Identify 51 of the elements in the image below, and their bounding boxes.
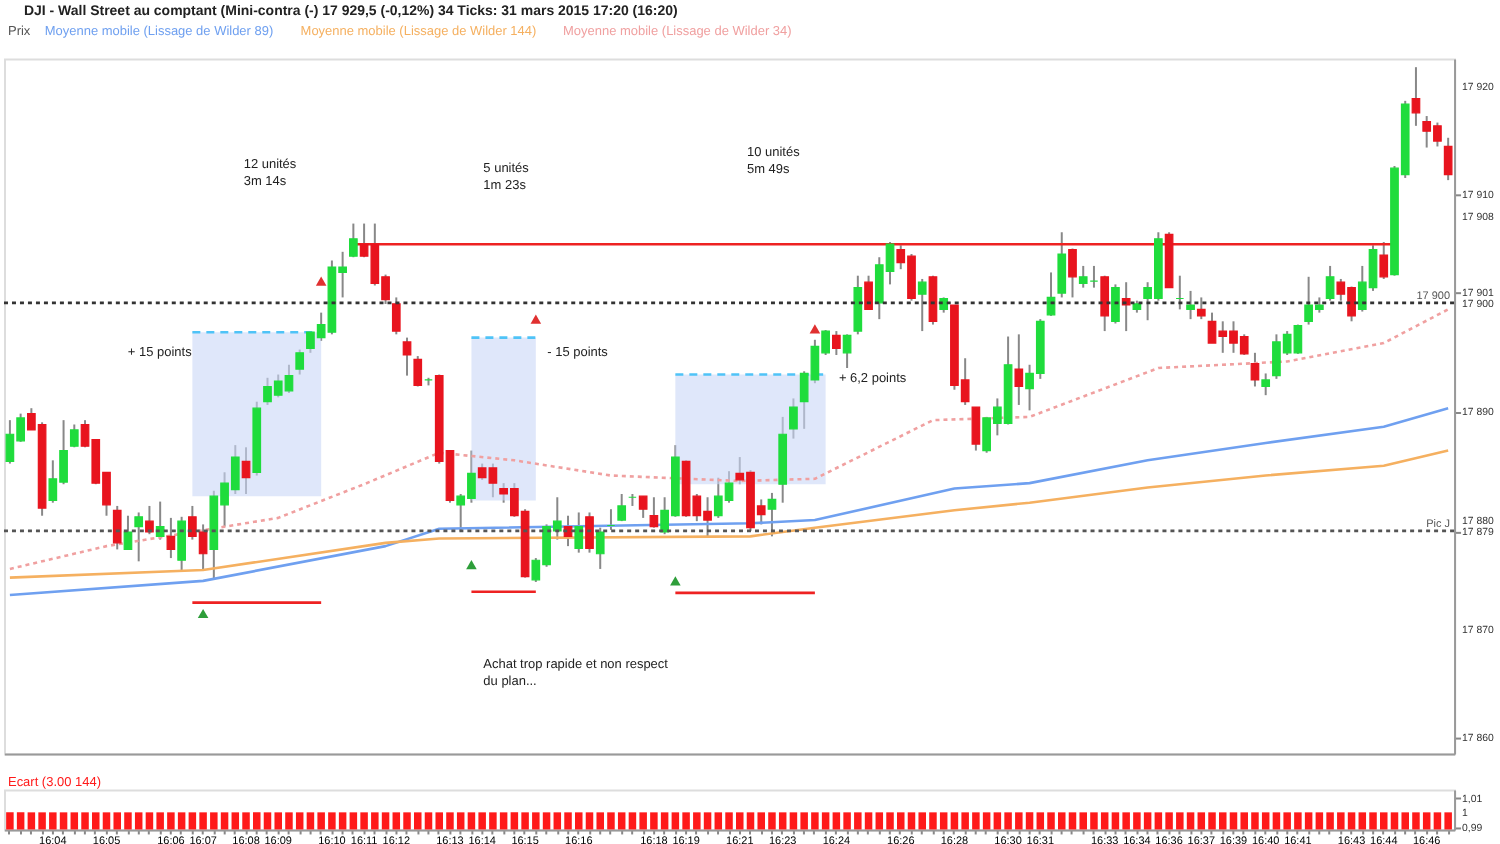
candlestick (928, 274, 938, 326)
candlestick (842, 333, 852, 370)
line-series (8, 406, 1450, 597)
candlestick (971, 406, 981, 452)
point (670, 576, 681, 586)
candlestick (1261, 372, 1271, 397)
candlestick (638, 495, 648, 519)
candlestick (1014, 333, 1024, 406)
candlestick (789, 397, 798, 440)
candlestick (853, 274, 863, 336)
candlestick (349, 222, 358, 259)
candlestick (1443, 136, 1453, 182)
candlestick (1057, 231, 1067, 299)
candlestick (241, 446, 251, 495)
candlestick (1196, 296, 1206, 321)
candlestick (413, 355, 423, 388)
candlestick (1111, 283, 1120, 325)
candlestick (917, 277, 927, 333)
point (466, 560, 477, 570)
candlestick (832, 330, 841, 356)
candlestick (1121, 281, 1131, 333)
candlestick (402, 336, 412, 377)
point (530, 314, 542, 324)
candlestick (123, 514, 133, 551)
candlestick (155, 500, 165, 541)
candlestick (145, 504, 154, 536)
point (197, 608, 209, 619)
candlestick (1379, 241, 1389, 280)
candlestick (1068, 247, 1077, 299)
candlestick (1411, 66, 1421, 127)
candlestick (177, 515, 186, 572)
candlestick (295, 348, 305, 376)
candlestick (391, 296, 401, 336)
point (809, 324, 821, 334)
candlestick (134, 511, 144, 563)
candlestick (574, 511, 584, 554)
candlestick (595, 526, 605, 570)
candlestick (1100, 274, 1110, 333)
candlestick (1186, 289, 1195, 321)
candlestick (649, 496, 659, 529)
line-series (8, 449, 1450, 579)
candlestick (617, 493, 627, 523)
candlestick (166, 516, 176, 560)
candlestick (1250, 351, 1260, 388)
candlestick (1325, 264, 1335, 302)
candlestick (767, 491, 777, 538)
candlestick (585, 511, 594, 554)
point (315, 276, 327, 286)
candlestick (112, 504, 122, 551)
candlestick (864, 274, 873, 311)
line-series (8, 308, 1450, 571)
